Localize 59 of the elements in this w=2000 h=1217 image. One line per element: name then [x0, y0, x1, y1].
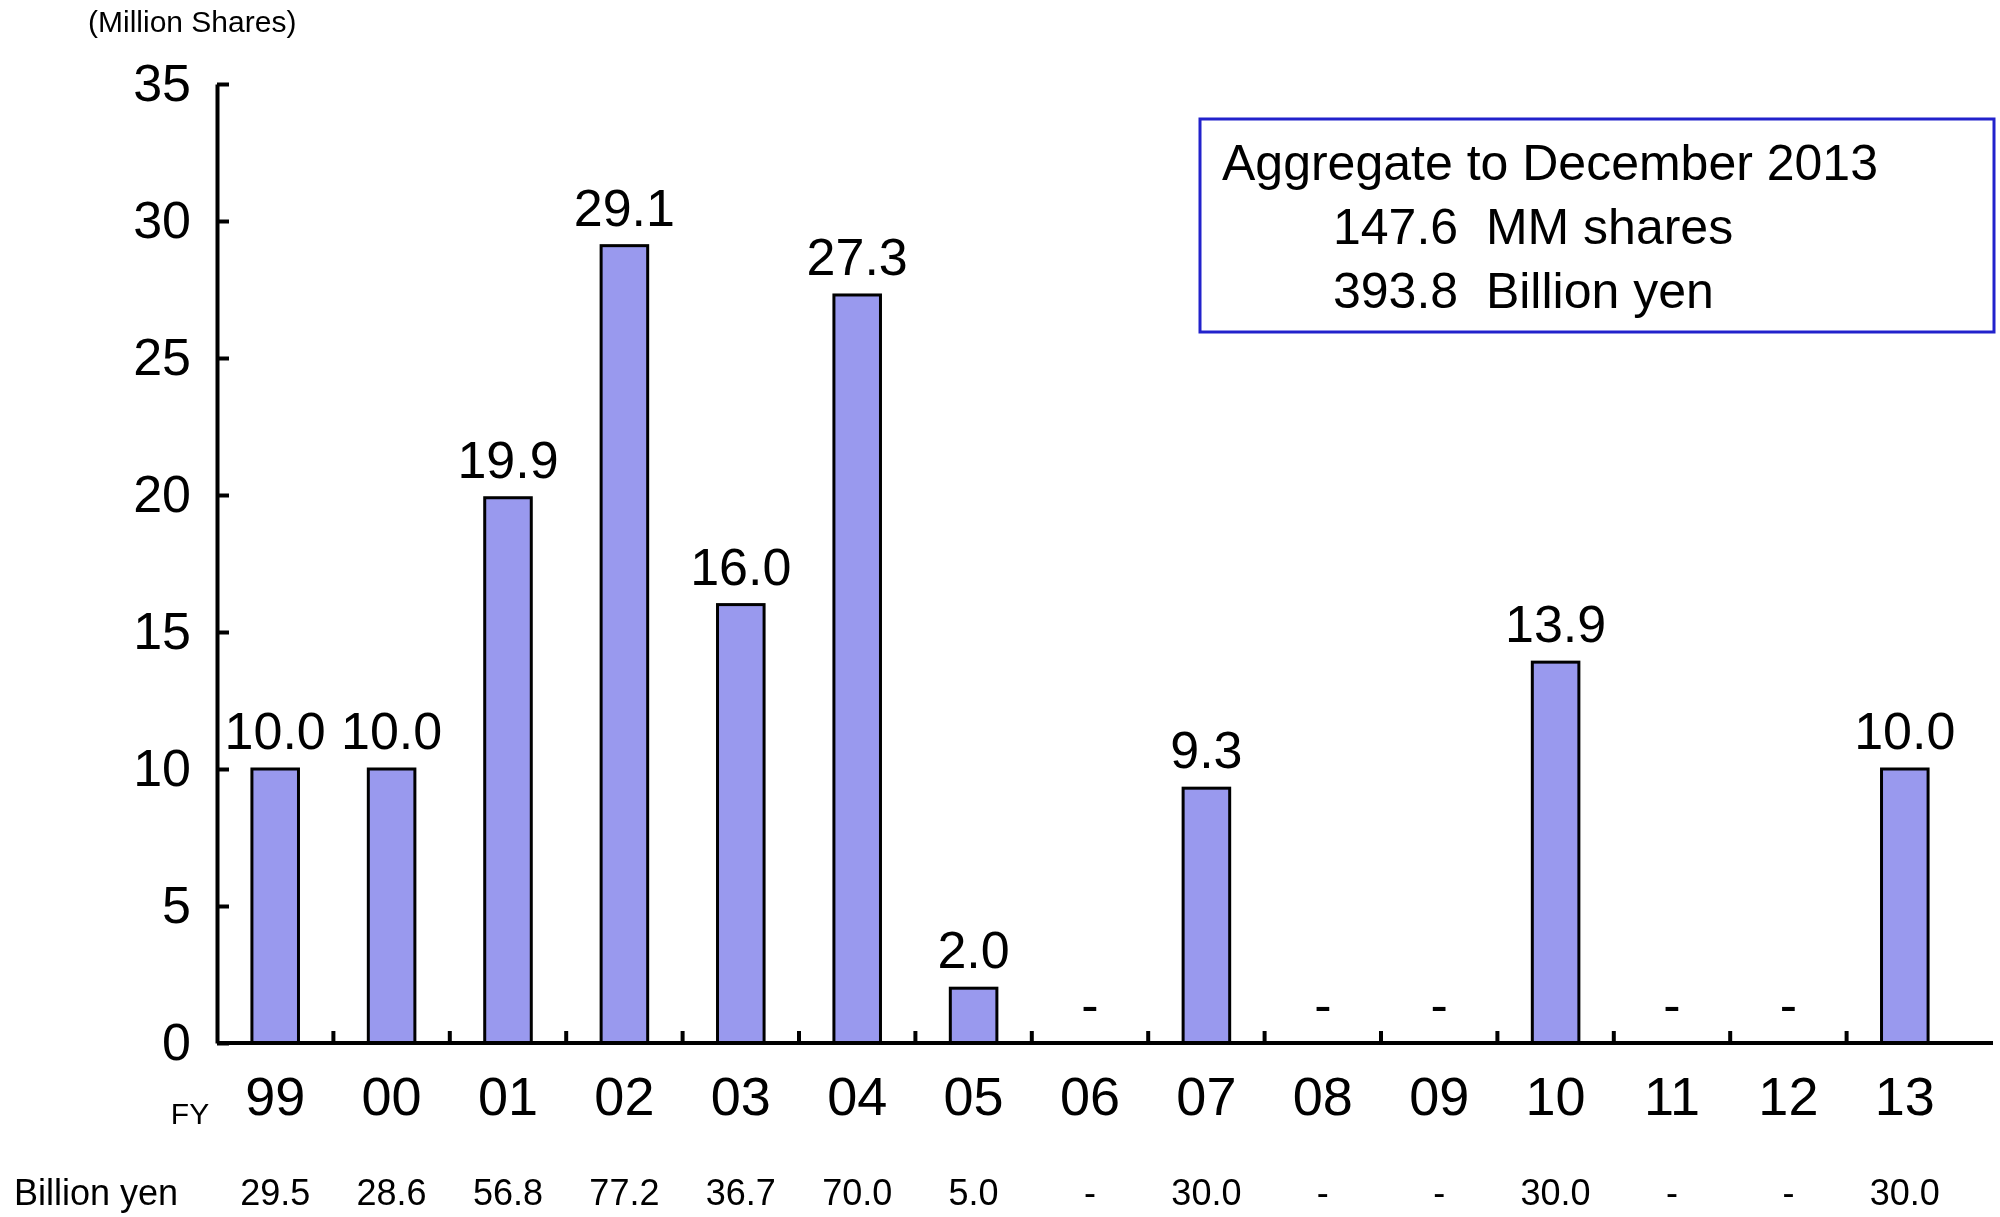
- data-label: 16.0: [690, 537, 792, 596]
- y-tick-label: 20: [133, 465, 191, 524]
- x-tick-label: 02: [594, 1066, 655, 1127]
- x-tick-label: 04: [827, 1066, 888, 1127]
- text: -: [1666, 1172, 1678, 1213]
- x-tick-label: 99: [245, 1066, 306, 1127]
- text: 77.2: [589, 1172, 660, 1213]
- data-label: 29.1: [573, 178, 676, 237]
- data-label: -: [1779, 976, 1798, 1034]
- text: 56.8: [472, 1172, 544, 1213]
- data-label: -: [1081, 976, 1099, 1034]
- text: 30.0: [1520, 1172, 1591, 1213]
- data-label: -: [1314, 976, 1332, 1034]
- text: Billion yen: [14, 1172, 179, 1213]
- x-tick-label: 06: [1059, 1066, 1121, 1127]
- data-label: 10.0: [340, 702, 443, 760]
- x-tick-label: 13: [1874, 1066, 1935, 1127]
- data-label: -: [1663, 976, 1681, 1034]
- y-tick-label: 30: [133, 191, 191, 250]
- text: -: [1433, 1172, 1446, 1213]
- data-label: 9.3: [1170, 721, 1243, 780]
- x-tick-label: 11: [1643, 1066, 1701, 1127]
- x-tick-label: 10: [1525, 1066, 1586, 1127]
- x-tick-label: 12: [1758, 1066, 1819, 1127]
- annotation: Aggregate to December 2013: [1222, 135, 1878, 191]
- text: 70.0: [822, 1172, 893, 1213]
- text: 29.5: [240, 1172, 311, 1213]
- text: 30.0: [1869, 1172, 1940, 1213]
- data-label: 10.0: [1854, 702, 1956, 760]
- y-tick-label: 35: [133, 54, 191, 113]
- y-tick-label: 25: [133, 328, 191, 387]
- text: -: [1084, 1172, 1096, 1213]
- y-tick-label: 5: [162, 876, 191, 935]
- data-label: 13.9: [1504, 595, 1607, 654]
- x-tick-label: 00: [361, 1066, 422, 1127]
- x-tick-label: 05: [943, 1066, 1004, 1127]
- x-tick-label: 09: [1409, 1066, 1470, 1127]
- x-tick-label: 03: [710, 1066, 771, 1127]
- y-tick-label: 10: [133, 739, 191, 798]
- text: 30.0: [1171, 1172, 1242, 1213]
- data-label: -: [1430, 976, 1448, 1034]
- y-axis-title: (Million Shares): [88, 5, 297, 38]
- text: 28.6: [356, 1172, 427, 1213]
- x-tick-label: 01: [477, 1066, 539, 1127]
- text: 36.7: [705, 1172, 776, 1213]
- x-axis-title: FY: [170, 1097, 210, 1130]
- x-tick-label: 07: [1176, 1066, 1237, 1127]
- text: -: [1316, 1172, 1329, 1213]
- y-tick-label: 15: [133, 602, 191, 661]
- data-label: 19.9: [457, 430, 559, 489]
- x-tick-label: 08: [1292, 1066, 1353, 1127]
- data-label: 10.0: [224, 702, 326, 760]
- data-label: 27.3: [806, 227, 908, 286]
- text: -: [1782, 1172, 1795, 1213]
- text: 5.0: [948, 1172, 999, 1213]
- annotation: 147.6 MM shares: [1333, 199, 1734, 255]
- y-tick-label: 0: [162, 1013, 191, 1072]
- data-label: 2.0: [937, 921, 1010, 980]
- annotation: 393.8 Billion yen: [1333, 263, 1714, 319]
